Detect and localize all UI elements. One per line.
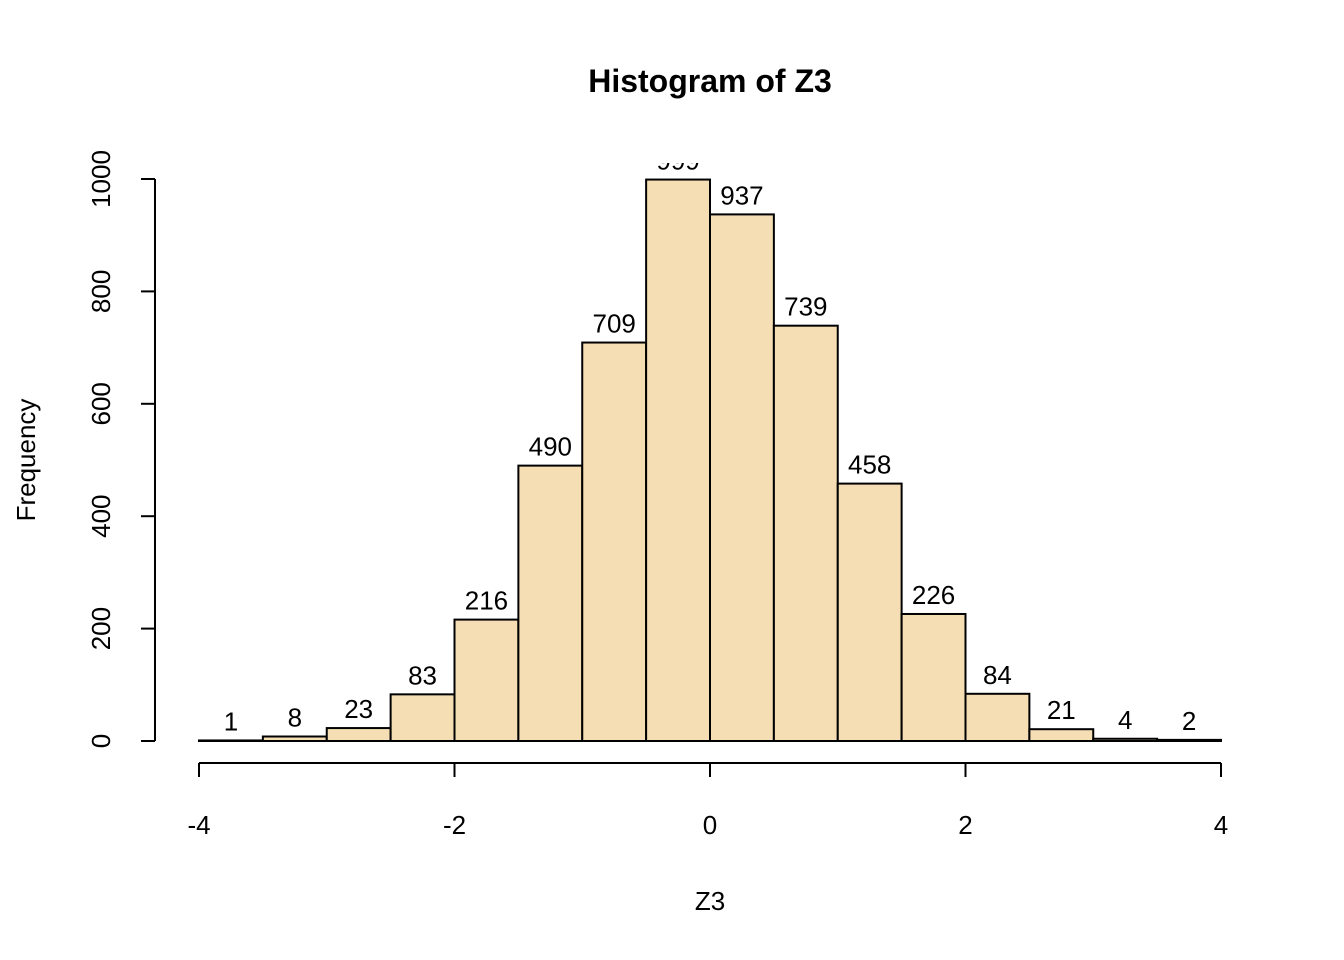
- value-label: 739: [784, 292, 827, 322]
- x-axis-label: Z3: [695, 886, 725, 916]
- x-tick-label: -2: [443, 810, 466, 840]
- value-label: 23: [344, 694, 373, 724]
- bar: [453, 618, 520, 742]
- bar: [1092, 737, 1159, 743]
- y-tick-label: 800: [86, 270, 116, 313]
- chart-title: Histogram of Z3: [588, 63, 832, 99]
- value-label: 83: [408, 660, 437, 690]
- y-tick-label: 400: [86, 495, 116, 538]
- value-label: 2: [1182, 706, 1196, 736]
- bar: [1156, 738, 1222, 742]
- value-label: 709: [592, 309, 635, 339]
- bar: [1028, 728, 1095, 742]
- bar: [581, 341, 648, 742]
- x-tick-label: -4: [187, 810, 210, 840]
- y-tick-label: 0: [86, 734, 116, 748]
- value-label: 999: [656, 146, 699, 176]
- bar: [389, 693, 456, 743]
- value-label: 458: [848, 450, 891, 480]
- y-tick-label: 200: [86, 607, 116, 650]
- bar: [261, 735, 328, 743]
- bar: [964, 692, 1031, 742]
- value-label: 8: [288, 703, 302, 733]
- x-tick-label: 4: [1214, 810, 1228, 840]
- y-tick-label: 1000: [86, 150, 116, 208]
- value-labels: 1 8 23 83 216 490 709 999 937 739 458 226 84 21 4 2: [224, 146, 1197, 736]
- value-label: 21: [1047, 695, 1076, 725]
- bar: [198, 739, 264, 742]
- bar: [900, 612, 967, 742]
- value-label: 84: [983, 660, 1012, 690]
- y-axis-label: Frequency: [11, 399, 41, 522]
- bar: [709, 213, 775, 742]
- value-label: 4: [1118, 705, 1132, 735]
- bar: [836, 482, 903, 742]
- bar: [325, 727, 392, 742]
- value-label: 1: [224, 706, 238, 736]
- bar: [517, 464, 584, 742]
- value-label: 226: [912, 580, 955, 610]
- bar: [645, 178, 711, 742]
- value-label: 490: [529, 432, 572, 462]
- y-tick-label: 600: [86, 382, 116, 425]
- bar: [772, 324, 839, 742]
- value-label: 216: [465, 586, 508, 616]
- x-tick-label: 2: [958, 810, 972, 840]
- value-label: 937: [720, 180, 763, 210]
- x-tick-label: 0: [703, 810, 717, 840]
